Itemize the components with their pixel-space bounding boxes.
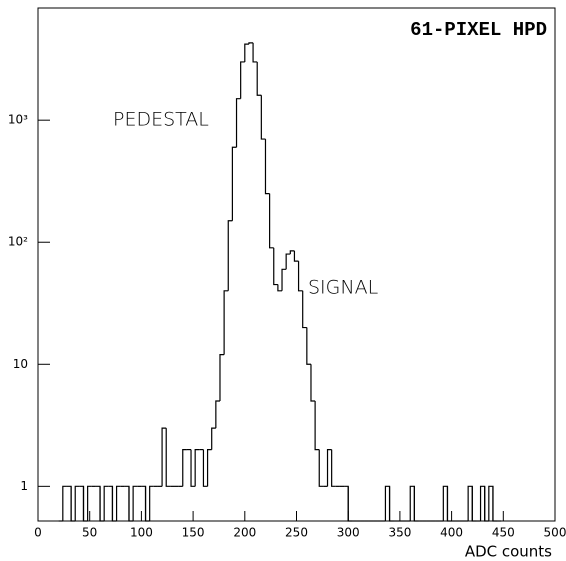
histogram-bin: [82, 486, 88, 522]
chart-title: 61-PIXEL HPD: [410, 19, 547, 41]
histogram-bin: [132, 485, 138, 521]
histogram-bin: [144, 486, 150, 522]
histogram-bin: [293, 250, 299, 262]
histogram-bin: [227, 220, 233, 291]
histogram-bin: [87, 485, 92, 521]
histogram-bin: [231, 146, 237, 221]
histogram-bin: [219, 354, 225, 402]
y-tick-label: 1: [20, 479, 28, 493]
histogram-bin: [281, 268, 287, 291]
histogram-bin: [206, 448, 212, 487]
x-tick-label: 500: [544, 526, 566, 540]
histogram-bin: [471, 486, 477, 522]
x-tick-label: 300: [337, 526, 360, 540]
y-tick-label: 10³: [8, 113, 28, 127]
histogram-bin: [413, 486, 419, 522]
x-tick-label: 250: [285, 526, 308, 540]
histogram-bin: [74, 485, 80, 521]
histogram-bin: [314, 401, 320, 451]
histogram-bin: [108, 485, 114, 521]
histogram-bin: [347, 486, 353, 522]
histogram-bin: [161, 427, 167, 487]
histogram-bin: [269, 193, 274, 249]
x-tick-label: 350: [388, 526, 411, 540]
plot-frame: [37, 7, 556, 522]
y-tick-label: 10²: [8, 235, 28, 249]
x-tick-label: 50: [82, 526, 97, 540]
histogram-bin: [165, 428, 171, 487]
histogram-bin: [264, 139, 270, 195]
histogram-bin: [124, 485, 130, 521]
x-tick-label: 150: [182, 526, 205, 540]
histogram-bin: [202, 449, 208, 487]
histogram-bin: [484, 486, 489, 522]
histogram-bin: [149, 485, 154, 521]
histogram-bin: [111, 486, 117, 522]
x-tick-label: 100: [130, 526, 153, 540]
histogram-bin: [79, 485, 85, 521]
histogram-bin: [273, 247, 278, 286]
histogram-bin: [62, 485, 67, 521]
histogram-bin: [215, 400, 220, 429]
histogram-bin: [235, 98, 241, 148]
histogram-bin: [306, 327, 311, 365]
histogram-bin: [277, 284, 283, 292]
histogram-bin: [95, 485, 101, 521]
histogram-bin: [285, 253, 291, 270]
histogram-bin: [115, 485, 121, 521]
histogram-bin: [244, 43, 249, 62]
histogram-bin: [99, 486, 105, 522]
histogram-bin: [223, 290, 229, 355]
x-tick-label: 0: [34, 526, 42, 540]
x-tick-label: 450: [492, 526, 515, 540]
histogram-bin: [326, 448, 332, 487]
histogram-bin: [256, 61, 262, 96]
histogram-bin: [297, 261, 303, 292]
histogram-bin: [331, 449, 336, 487]
y-tick-label: 10: [13, 357, 28, 371]
histogram-bin: [388, 486, 394, 522]
histogram-bin: [182, 448, 187, 487]
histogram-bin: [467, 485, 473, 521]
histogram-bin: [302, 290, 307, 329]
histogram-bin: [128, 486, 134, 522]
histogram-bin: [409, 485, 415, 521]
histogram-bin: [318, 449, 324, 487]
histogram-bin: [70, 486, 76, 522]
histogram-bin: [260, 95, 266, 140]
histogram-bin: [141, 485, 147, 521]
x-tick-label: 200: [233, 526, 256, 540]
histogram-bin: [66, 485, 72, 521]
histogram-bin: [310, 364, 316, 402]
histogram-bin: [289, 250, 295, 255]
histogram-bin: [211, 427, 216, 450]
histogram-bin: [194, 448, 200, 487]
histogram-bin: [442, 485, 449, 521]
annotation: PEDESTAL: [113, 109, 209, 131]
histogram-bin: [103, 485, 109, 521]
histogram-bin: [240, 61, 245, 99]
histogram-bin: [446, 486, 452, 522]
histogram-bin: [248, 42, 254, 45]
histogram-bin: [492, 486, 498, 522]
histogram-bin: [344, 485, 349, 521]
histogram-bin: [252, 42, 258, 63]
histogram-bin: [488, 485, 494, 521]
annotation: SIGNAL: [308, 277, 378, 299]
histogram-bin: [479, 485, 486, 521]
histogram-bin: [190, 449, 196, 487]
x-tick-label: 400: [440, 526, 463, 540]
x-axis-label: ADC counts: [465, 543, 552, 561]
histogram-bin: [384, 485, 391, 521]
